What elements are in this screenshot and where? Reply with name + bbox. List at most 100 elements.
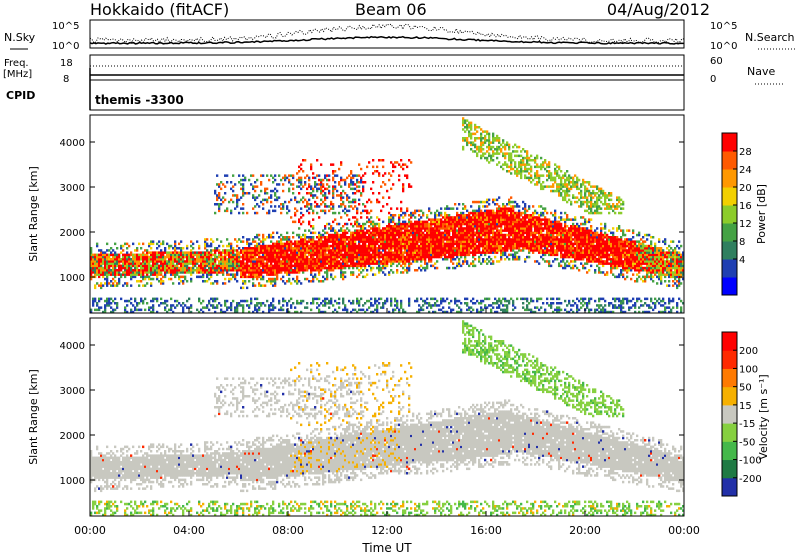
- data-cell: [266, 192, 269, 195]
- data-cell: [502, 152, 505, 155]
- data-cell: [254, 236, 257, 239]
- data-cell: [118, 273, 121, 276]
- data-cell: [294, 207, 297, 210]
- data-cell: [210, 271, 213, 274]
- data-cell: [288, 269, 291, 272]
- data-cell: [134, 273, 137, 276]
- data-cell: [422, 233, 425, 237]
- data-cell: [234, 258, 237, 261]
- data-cell: [400, 207, 403, 210]
- data-cell: [330, 302, 333, 305]
- data-cell: [110, 269, 113, 272]
- data-cell: [274, 266, 277, 270]
- data-cell: [100, 284, 103, 287]
- data-cell: [334, 240, 337, 243]
- data-cell: [142, 251, 145, 254]
- data-cell: [484, 233, 487, 237]
- data-cell: [458, 262, 461, 265]
- data-cell: [420, 220, 423, 224]
- data-cell: [498, 141, 501, 144]
- data-cell: [504, 242, 507, 246]
- data-cell: [284, 255, 287, 259]
- data-cell: [460, 229, 463, 232]
- data-cell: [288, 236, 291, 239]
- data-cell: [328, 238, 331, 241]
- data-cell: [220, 266, 223, 270]
- data-cell: [282, 205, 285, 208]
- data-cell: [486, 240, 489, 243]
- data-cell: [424, 262, 427, 265]
- data-cell: [472, 247, 475, 250]
- data-cell: [368, 262, 371, 265]
- data-cell: [292, 251, 295, 254]
- data-cell: [500, 150, 503, 153]
- data-cell: [264, 264, 267, 268]
- data-cell: [162, 258, 165, 261]
- data-cell: [236, 253, 239, 257]
- data-cell: [314, 273, 317, 276]
- data-cell: [100, 255, 103, 259]
- data-cell: [472, 143, 475, 147]
- data-cell: [208, 302, 211, 305]
- data-cell: [448, 214, 451, 217]
- data-cell: [480, 154, 483, 158]
- data-cell: [400, 222, 403, 226]
- data-cell: [298, 233, 301, 237]
- data-cell: [298, 253, 301, 257]
- data-cell: [166, 251, 169, 254]
- data-cell: [468, 240, 471, 243]
- data-cell: [268, 260, 271, 263]
- data-cell: [282, 255, 285, 259]
- data-cell: [342, 249, 345, 252]
- data-cell: [334, 187, 337, 191]
- data-cell: [458, 220, 461, 224]
- data-cell: [162, 266, 165, 270]
- data-cell: [200, 264, 203, 268]
- data-cell: [240, 266, 243, 270]
- data-cell: [398, 233, 401, 237]
- data-cell: [282, 264, 285, 268]
- data-cell: [476, 152, 479, 155]
- data-cell: [94, 271, 97, 274]
- data-cell: [174, 271, 177, 274]
- data-cell: [492, 198, 495, 202]
- data-cell: [210, 262, 213, 265]
- data-cell: [346, 262, 349, 265]
- data-cell: [512, 255, 515, 259]
- data-cell: [320, 187, 323, 191]
- data-cell: [358, 308, 361, 312]
- data-cell: [232, 269, 235, 272]
- data-cell: [356, 220, 359, 224]
- data-cell: [128, 262, 131, 265]
- data-cell: [112, 310, 115, 314]
- data-cell: [466, 227, 469, 230]
- data-cell: [198, 297, 201, 301]
- data-cell: [314, 183, 317, 186]
- data-cell: [368, 233, 371, 237]
- data-cell: [334, 247, 337, 250]
- data-cell: [360, 308, 363, 312]
- data-cell: [274, 306, 277, 309]
- data-cell: [440, 211, 443, 215]
- data-cell: [484, 137, 487, 140]
- data-cell: [480, 220, 483, 224]
- data-cell: [324, 251, 327, 254]
- data-cell: [268, 310, 271, 314]
- freq-tick-bottom: 8: [63, 74, 69, 85]
- data-cell: [230, 253, 233, 257]
- data-cell: [412, 249, 415, 252]
- data-cell: [130, 253, 133, 257]
- data-cell: [418, 225, 421, 228]
- data-cell: [482, 205, 485, 208]
- data-cell: [486, 156, 489, 160]
- data-cell: [314, 297, 317, 301]
- data-cell: [210, 258, 213, 261]
- data-cell: [302, 214, 305, 217]
- data-cell: [420, 244, 423, 248]
- data-cell: [400, 304, 403, 307]
- data-cell: [462, 262, 465, 265]
- data-cell: [490, 148, 493, 151]
- data-cell: [332, 196, 335, 199]
- data-cell: [242, 266, 245, 270]
- data-cell: [406, 258, 409, 261]
